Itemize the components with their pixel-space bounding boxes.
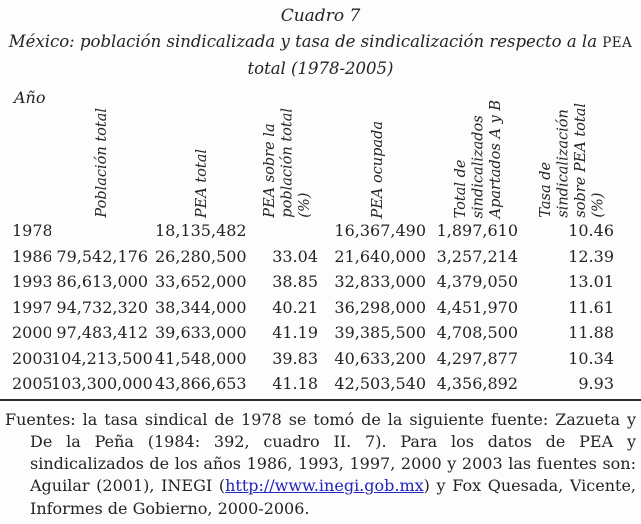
table-row-2003: 2003 104,213,500 41,548,000 39.83 40,633… bbox=[5, 346, 636, 372]
cell-pea-sobre-poblacion: 33.04 bbox=[272, 246, 318, 266]
cell-total-sindicalizados: 4,356,892 bbox=[436, 374, 518, 393]
table-row-2005: 2005 103,300,000 43,866,653 41.18 42,503… bbox=[5, 371, 636, 397]
column-header-poblacion-total: Población total bbox=[51, 86, 155, 218]
table-title-text: México: población sindicalizada y tasa d… bbox=[8, 32, 603, 51]
table-header-row: Año Población total PEA total PEA sobre … bbox=[5, 86, 636, 218]
cell-tasa-sindicalizacion: 11.61 bbox=[568, 297, 614, 317]
cell-pea-sobre-poblacion: 38.85 bbox=[272, 272, 318, 291]
cell-pea-ocupada: 42,503,540 bbox=[334, 374, 426, 393]
cell-pea-total: 18,135,482 bbox=[155, 221, 247, 240]
rotated-header-label: Población total bbox=[94, 108, 111, 218]
cell-pea-ocupada: 32,833,000 bbox=[334, 272, 426, 291]
cell-pea-ocupada: 39,385,500 bbox=[334, 323, 426, 342]
cell-total-sindicalizados: 4,708,500 bbox=[436, 323, 518, 342]
sources-text-before: Fuentes: la tasa sindical de 1978 se tom… bbox=[5, 409, 636, 496]
cell-poblacion-total: 86,613,000 bbox=[56, 272, 148, 291]
cell-total-sindicalizados: 4,379,050 bbox=[436, 272, 518, 291]
table-row-1986: 1986 79,542,176 26,280,500 33.04 21,640,… bbox=[5, 244, 636, 270]
cell-total-sindicalizados: 3,257,214 bbox=[436, 246, 518, 266]
cell-year: 1993 bbox=[12, 272, 51, 291]
cell-total-sindicalizados: 4,297,877 bbox=[436, 348, 518, 368]
cell-year: 1978 bbox=[12, 221, 51, 240]
cell-pea-total: 38,344,000 bbox=[155, 297, 247, 317]
column-header-pea-total: PEA total bbox=[155, 86, 251, 218]
cell-pea-sobre-poblacion: 39.83 bbox=[272, 348, 318, 368]
cell-pea-ocupada: 16,367,490 bbox=[334, 221, 426, 240]
cell-poblacion-total: 97,483,412 bbox=[56, 323, 148, 342]
rotated-header-label: PEA ocupada bbox=[370, 120, 387, 218]
cell-total-sindicalizados: 4,451,970 bbox=[436, 297, 518, 317]
table-number-title: Cuadro 7 bbox=[280, 6, 361, 26]
table-row-1993: 1993 86,613,000 33,652,000 38.85 32,833,… bbox=[5, 269, 636, 295]
cell-pea-sobre-poblacion bbox=[251, 218, 325, 244]
rotated-header-label: PEA sobre la población total (%) bbox=[261, 108, 313, 218]
sources-note: Fuentes: la tasa sindical de 1978 se tom… bbox=[5, 409, 636, 520]
table-body: 1978 18,135,482 16,367,490 1,897,610 10.… bbox=[5, 218, 636, 397]
data-table: Año Población total PEA total PEA sobre … bbox=[0, 86, 641, 401]
cell-pea-total: 33,652,000 bbox=[155, 272, 247, 291]
cell-year: 2003 bbox=[12, 348, 51, 368]
rotated-header-label: Total de sindicalizados Apartados A y B bbox=[452, 99, 504, 218]
cell-total-sindicalizados: 1,897,610 bbox=[436, 221, 518, 240]
cell-poblacion-total: 103,300,000 bbox=[51, 374, 153, 393]
cell-year: 2005 bbox=[12, 374, 51, 393]
cell-year: 1997 bbox=[12, 297, 51, 317]
cell-year: 1986 bbox=[12, 246, 51, 266]
cell-pea-sobre-poblacion: 41.18 bbox=[272, 374, 318, 393]
cell-poblacion-total: 94,732,320 bbox=[56, 297, 148, 317]
table-row-1978: 1978 18,135,482 16,367,490 1,897,610 10.… bbox=[5, 218, 636, 244]
column-header-tasa-sindicalizacion: Tasa de sindicalización sobre PEA total … bbox=[525, 86, 621, 218]
cell-tasa-sindicalizacion: 9.93 bbox=[578, 374, 614, 393]
cell-pea-ocupada: 40,633,200 bbox=[334, 348, 426, 368]
cell-pea-total: 43,866,653 bbox=[155, 374, 247, 393]
sources-text-after: ) y Fox Quesada, Vicente, Informes de Go… bbox=[30, 476, 637, 518]
rotated-header-label: Tasa de sindicalización sobre PEA total … bbox=[538, 103, 607, 218]
inegi-link[interactable]: http://www.inegi.gob.mx bbox=[225, 476, 424, 496]
cell-pea-ocupada: 21,640,000 bbox=[334, 246, 426, 266]
cell-tasa-sindicalizacion: 10.46 bbox=[568, 221, 614, 240]
cell-tasa-sindicalizacion: 13.01 bbox=[568, 272, 614, 291]
cell-pea-sobre-poblacion: 41.19 bbox=[272, 323, 318, 342]
cell-pea-total: 26,280,500 bbox=[155, 246, 247, 266]
column-header-pea-ocupada: PEA ocupada bbox=[325, 86, 433, 218]
cell-pea-sobre-poblacion: 40.21 bbox=[272, 297, 318, 317]
cell-poblacion-total bbox=[51, 218, 155, 244]
cell-pea-total: 39,633,000 bbox=[155, 323, 247, 342]
column-header-total-sindicalizados: Total de sindicalizados Apartados A y B bbox=[433, 86, 525, 218]
cell-poblacion-total: 79,542,176 bbox=[56, 246, 148, 266]
cell-poblacion-total: 104,213,500 bbox=[51, 348, 153, 368]
table-row-1997: 1997 94,732,320 38,344,000 40.21 36,298,… bbox=[5, 295, 636, 321]
column-header-pea-sobre-poblacion: PEA sobre la población total (%) bbox=[251, 86, 325, 218]
table-row-2000: 2000 97,483,412 39,633,000 41.19 39,385,… bbox=[5, 320, 636, 346]
cell-tasa-sindicalizacion: 11.88 bbox=[568, 323, 614, 342]
table-title-line2: total (1978-2005) bbox=[247, 59, 394, 78]
rotated-header-label: PEA total bbox=[194, 148, 211, 218]
cell-tasa-sindicalizacion: 12.39 bbox=[568, 246, 614, 266]
cell-year: 2000 bbox=[12, 323, 51, 342]
cell-pea-ocupada: 36,298,000 bbox=[334, 297, 426, 317]
column-header-year: Año bbox=[14, 88, 46, 107]
pea-acronym: PEA bbox=[602, 35, 633, 51]
cell-tasa-sindicalizacion: 10.34 bbox=[568, 348, 614, 368]
table-title-line1: México: población sindicalizada y tasa d… bbox=[5, 29, 636, 56]
cell-pea-total: 41,548,000 bbox=[155, 348, 247, 368]
table-bottom-rule bbox=[0, 398, 641, 401]
